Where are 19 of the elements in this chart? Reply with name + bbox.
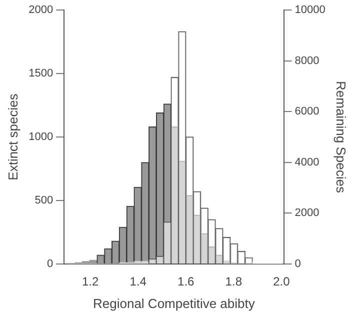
y2-axis-title: Remaining Species — [334, 80, 349, 194]
y2-tick-label: 8000 — [294, 54, 320, 67]
y2-tick-label: 6000 — [294, 106, 320, 118]
y-tick-label: 1500 — [28, 68, 54, 80]
y2-tick-label: 4000 — [294, 156, 320, 168]
y-tick-label: 0 — [46, 258, 54, 270]
x-tick-label: 1.8 — [225, 274, 242, 289]
y-axis-title: Extinct species — [5, 93, 20, 180]
y-tick-label: 500 — [34, 194, 54, 207]
x-axis-title: Regional Competitive abibty — [93, 296, 256, 311]
y-tick-label: 1000 — [28, 131, 54, 144]
x-tick-label: 1.2 — [82, 274, 100, 289]
y2-tick-label: 10000 — [294, 4, 326, 16]
y2-tick-label: 0 — [294, 258, 301, 270]
y-tick-label: 2000 — [28, 4, 54, 16]
x-tick-label: 1.6 — [178, 274, 195, 289]
x-tick-label: 1.4 — [130, 274, 147, 289]
y2-tick-label: 2000 — [294, 207, 320, 220]
x-tick-label: 2.0 — [273, 274, 290, 289]
